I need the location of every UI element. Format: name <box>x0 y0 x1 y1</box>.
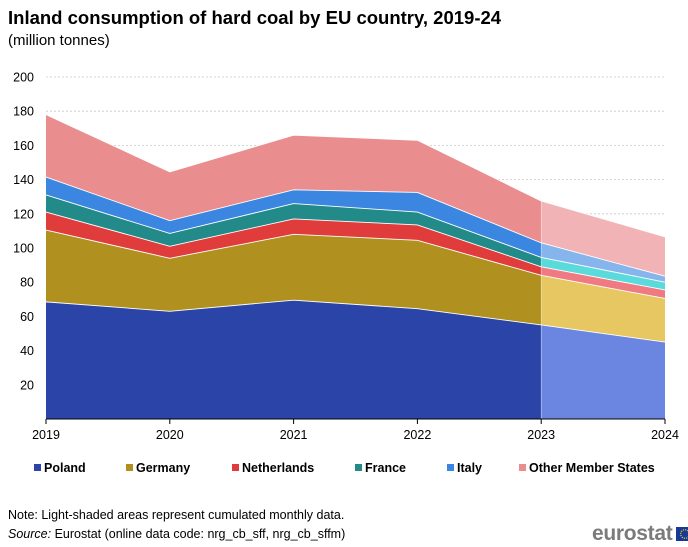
y-tick-label-140: 140 <box>13 173 34 187</box>
y-tick-label-200: 200 <box>13 71 34 85</box>
x-tick-label-2020: 2020 <box>156 428 184 442</box>
y-tick-label-60: 60 <box>20 310 34 324</box>
area-italy <box>46 177 542 258</box>
area-other-member-states-monthly <box>541 200 665 277</box>
legend-label-germany: Germany <box>136 461 190 475</box>
series-boundary-france <box>45 194 666 283</box>
legend-label-italy: Italy <box>457 461 482 475</box>
series-boundary-germany <box>45 229 666 299</box>
legend-swatch-netherlands <box>232 464 239 471</box>
legend-swatch-germany <box>126 464 133 471</box>
x-tick-label-2021: 2021 <box>280 428 308 442</box>
y-tick-label-180: 180 <box>13 105 34 119</box>
legend-swatch-france <box>355 464 362 471</box>
y-tick-label-80: 80 <box>20 276 34 290</box>
series-boundary-netherlands <box>45 211 666 291</box>
chart-subtitle: (million tonnes) <box>8 32 110 49</box>
series-boundary-poland <box>45 299 666 343</box>
area-france <box>46 194 542 267</box>
chart-title: Inland consumption of hard coal by EU co… <box>8 7 502 28</box>
series-boundary-other-member-states <box>45 114 666 238</box>
legend-swatch-other-member-states <box>519 464 526 471</box>
area-netherlands-monthly <box>541 266 665 299</box>
legend-label-france: France <box>365 461 406 475</box>
area-other-member-states <box>46 114 542 243</box>
source-line: Source: Eurostat (online data code: nrg_… <box>8 527 345 541</box>
legend-label-netherlands: Netherlands <box>242 461 314 475</box>
y-tick-label-20: 20 <box>20 378 34 392</box>
legend-swatch-poland <box>34 464 41 471</box>
y-tick-label-40: 40 <box>20 344 34 358</box>
legend-label-other-member-states: Other Member States <box>529 461 655 475</box>
area-italy-monthly <box>541 242 665 283</box>
logo-text: eurostat <box>592 522 673 545</box>
eurostat-logo: eurostat <box>592 522 688 546</box>
series-boundary-italy <box>45 176 666 277</box>
x-tick-label-2024: 2024 <box>651 428 679 442</box>
legend-label-poland: Poland <box>44 461 86 475</box>
y-tick-label-120: 120 <box>13 207 34 221</box>
area-poland-monthly <box>541 324 665 419</box>
area-germany-monthly <box>541 275 665 343</box>
x-tick-label-2019: 2019 <box>32 428 60 442</box>
y-tick-label-100: 100 <box>13 242 34 256</box>
area-poland <box>46 300 542 419</box>
footnote: Note: Light-shaded areas represent cumul… <box>8 508 345 522</box>
source-text: Eurostat (online data code: nrg_cb_sff, … <box>51 527 346 541</box>
x-tick-label-2022: 2022 <box>403 428 431 442</box>
source-label: Source: <box>8 527 52 541</box>
y-tick-label-160: 160 <box>13 139 34 153</box>
area-netherlands <box>46 212 542 276</box>
eu-flag-icon <box>676 527 688 541</box>
area-france-monthly <box>541 257 665 290</box>
legend-swatch-italy <box>447 464 454 471</box>
x-tick-label-2023: 2023 <box>527 428 555 442</box>
area-chart: 2019 2020 2021 2022 2023 2024 20 40 60 80 100 120 14… <box>13 71 679 476</box>
area-germany <box>46 230 542 325</box>
